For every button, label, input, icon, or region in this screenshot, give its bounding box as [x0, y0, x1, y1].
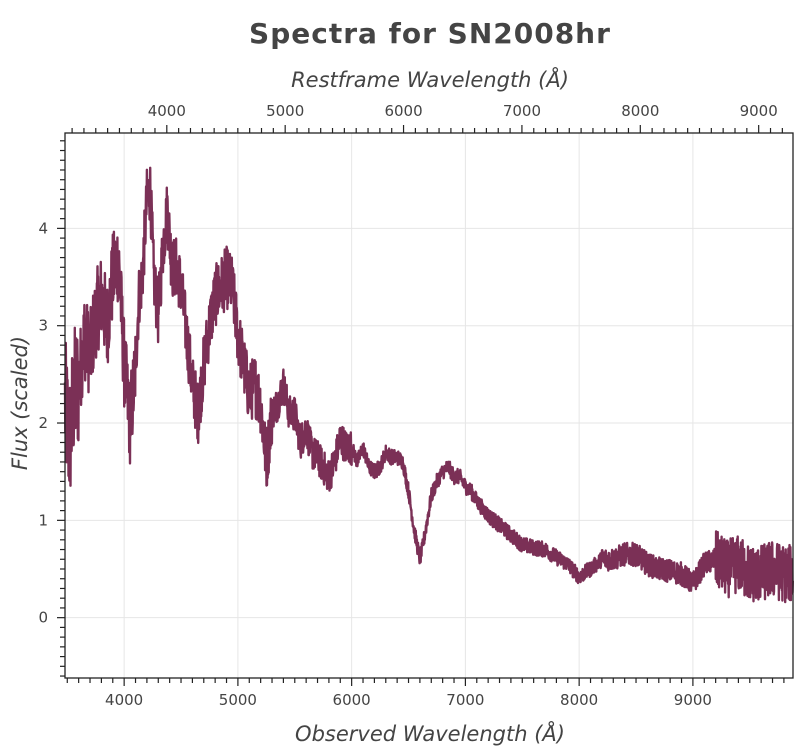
x-axis-label: Observed Wavelength (Å)	[295, 720, 565, 746]
y-tick-label: 1	[38, 511, 48, 529]
x2-tick-label: 4000	[148, 102, 186, 120]
x-tick-label: 9000	[674, 691, 712, 709]
x-tick-label: 6000	[333, 691, 371, 709]
x2-tick-label: 7000	[503, 102, 541, 120]
spectrum-line	[63, 166, 794, 604]
x-tick-label: 5000	[219, 691, 257, 709]
top-axis-label: Restframe Wavelength (Å)	[291, 66, 569, 92]
y-axis-label: Flux (scaled)	[8, 336, 32, 470]
chart-title: Spectra for SN2008hr	[249, 17, 611, 50]
x2-tick-label: 6000	[384, 102, 422, 120]
y-tick-label: 4	[38, 219, 48, 237]
plot-frame	[64, 132, 794, 679]
plot-area	[63, 166, 794, 604]
y-tick-label: 2	[38, 414, 48, 432]
x2-tick-label: 8000	[621, 102, 659, 120]
x-tick-label: 4000	[105, 691, 143, 709]
y-tick-label: 3	[38, 317, 48, 335]
y-tick-label: 0	[38, 609, 48, 627]
axes: 4000 5000 6000 7000 8000 9000 4000 5000 6000 7000…	[38, 102, 794, 709]
x2-tick-label: 5000	[266, 102, 304, 120]
grid	[65, 133, 793, 678]
x2-tick-label: 9000	[740, 102, 778, 120]
x-tick-label: 8000	[560, 691, 598, 709]
x-tick-label: 7000	[446, 691, 484, 709]
